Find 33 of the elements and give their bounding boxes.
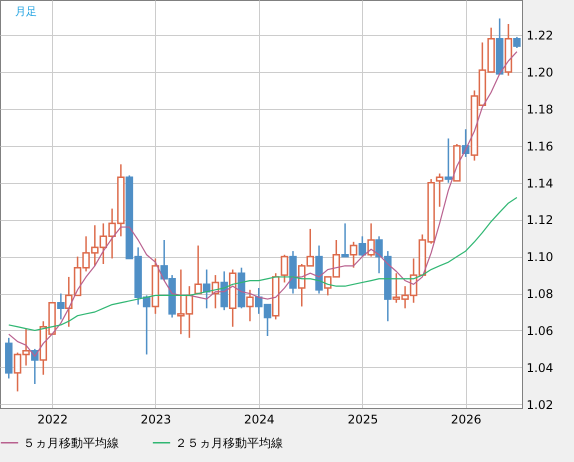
line-series: [8, 196, 518, 332]
y-tick-label: 1.08: [526, 287, 554, 302]
candlestick: [444, 138, 452, 184]
x-tick-label: 2023: [140, 412, 172, 426]
candlestick: [246, 289, 254, 322]
y-tick-label: 1.10: [526, 250, 554, 264]
candlestick: [220, 270, 228, 311]
legend-label: ５ヵ月移動平均線: [23, 436, 119, 450]
y-tick-label: 1.14: [526, 176, 554, 190]
candlestick: [436, 172, 444, 208]
x-tick-label: 2024: [244, 412, 275, 426]
y-tick-label: 1.16: [526, 139, 554, 154]
candlestick: [202, 268, 210, 310]
y-tick-label: 1.22: [526, 28, 554, 43]
candlestick: [280, 254, 288, 284]
candlestick: [367, 222, 375, 258]
candlestick: [350, 241, 358, 268]
candlestick: [57, 292, 65, 320]
y-tick-label: 1.12: [526, 213, 554, 228]
candlestick: [341, 222, 349, 258]
legend-label: ２５ヵ月移動平均線: [175, 436, 283, 450]
candlestick: [358, 236, 366, 258]
y-tick-label: 1.18: [526, 102, 554, 116]
y-tick-label: 1.02: [526, 398, 554, 412]
y-tick-label: 1.04: [526, 360, 554, 375]
y-tick-label: 1.20: [526, 66, 554, 80]
x-tick-label: 2026: [450, 412, 482, 426]
candlestick: [194, 244, 202, 294]
candlestick: [513, 36, 521, 49]
y-tick-label: 1.06: [526, 324, 554, 338]
x-tick-label: 2025: [348, 412, 378, 426]
chart-title: 月足: [15, 5, 37, 18]
x-tick-label: 2022: [37, 412, 68, 426]
